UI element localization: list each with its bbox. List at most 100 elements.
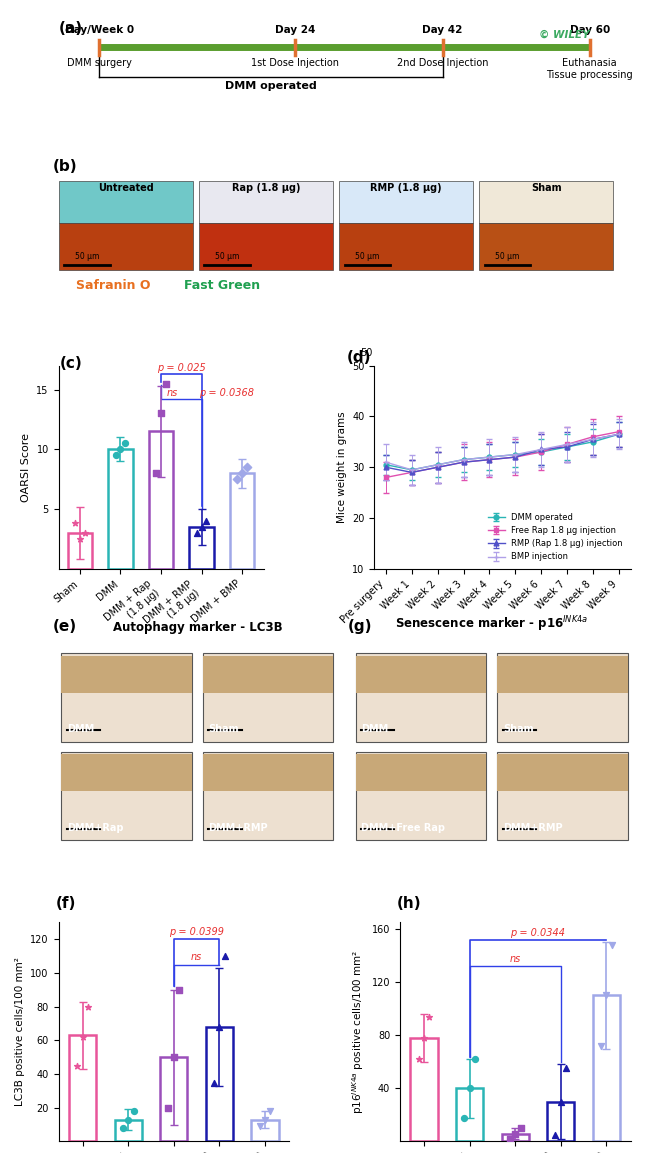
Point bbox=[202, 512, 212, 530]
Text: Senescence marker - p16$^{INK4a}$: Senescence marker - p16$^{INK4a}$ bbox=[395, 615, 588, 634]
FancyBboxPatch shape bbox=[58, 181, 193, 223]
Text: DMM operated: DMM operated bbox=[225, 81, 317, 91]
Point bbox=[510, 1124, 521, 1143]
FancyBboxPatch shape bbox=[203, 656, 333, 693]
Text: Untreated: Untreated bbox=[98, 182, 153, 193]
Point bbox=[196, 518, 207, 536]
Text: RMP (1.8 μg): RMP (1.8 μg) bbox=[370, 182, 442, 193]
Point bbox=[214, 1018, 225, 1037]
Text: DMM: DMM bbox=[361, 724, 389, 734]
Text: 50 μm: 50 μm bbox=[215, 251, 239, 261]
Point bbox=[77, 1027, 88, 1046]
FancyBboxPatch shape bbox=[497, 752, 628, 841]
FancyBboxPatch shape bbox=[356, 752, 486, 841]
FancyBboxPatch shape bbox=[339, 181, 473, 223]
Bar bbox=[456, 1088, 483, 1141]
Point bbox=[174, 981, 185, 1000]
Text: p = 0.0399: p = 0.0399 bbox=[169, 927, 224, 937]
FancyBboxPatch shape bbox=[203, 754, 333, 791]
Bar bbox=[547, 1101, 575, 1141]
Text: (c): (c) bbox=[60, 356, 83, 371]
Point bbox=[470, 1050, 480, 1069]
Point bbox=[123, 1110, 133, 1129]
Y-axis label: p16$^{INK4a}$ positive cells/100 mm²: p16$^{INK4a}$ positive cells/100 mm² bbox=[350, 950, 366, 1114]
Point bbox=[118, 1118, 128, 1137]
FancyBboxPatch shape bbox=[61, 653, 192, 741]
Text: ns: ns bbox=[510, 954, 521, 964]
FancyBboxPatch shape bbox=[199, 181, 333, 223]
Text: © WILEY: © WILEY bbox=[539, 29, 590, 39]
Text: DMM+RMP: DMM+RMP bbox=[209, 822, 268, 832]
Point bbox=[413, 1050, 424, 1069]
Point bbox=[459, 1108, 469, 1126]
Point bbox=[265, 1102, 276, 1121]
Point bbox=[156, 405, 166, 423]
FancyBboxPatch shape bbox=[479, 181, 614, 223]
Text: Autophagy marker - LC3B: Autophagy marker - LC3B bbox=[112, 620, 282, 634]
Point bbox=[115, 440, 125, 459]
FancyBboxPatch shape bbox=[199, 223, 333, 270]
Point bbox=[220, 947, 230, 965]
Point bbox=[192, 523, 202, 542]
Text: DMM+Rap: DMM+Rap bbox=[67, 822, 124, 832]
Point bbox=[561, 1060, 571, 1078]
Point bbox=[161, 375, 171, 393]
Bar bbox=[109, 450, 133, 568]
Point bbox=[242, 458, 252, 476]
Text: Sham: Sham bbox=[531, 182, 562, 193]
Text: (e): (e) bbox=[53, 619, 77, 634]
Text: (b): (b) bbox=[53, 159, 77, 174]
Point bbox=[209, 1073, 219, 1092]
FancyBboxPatch shape bbox=[58, 223, 193, 270]
Bar bbox=[230, 473, 254, 568]
Legend: DMM operated, Free Rap 1.8 μg injection, RMP (Rap 1.8 μg) injection, BMP injecti: DMM operated, Free Rap 1.8 μg injection,… bbox=[485, 510, 627, 565]
Text: Sham: Sham bbox=[209, 724, 239, 734]
Bar bbox=[502, 1133, 529, 1141]
Text: ns: ns bbox=[167, 387, 178, 398]
FancyBboxPatch shape bbox=[497, 656, 628, 693]
Text: 50 μm: 50 μm bbox=[495, 251, 520, 261]
Point bbox=[504, 1130, 515, 1148]
Point bbox=[163, 1099, 174, 1117]
Text: ns: ns bbox=[191, 952, 202, 963]
Text: Day/Week 0: Day/Week 0 bbox=[65, 25, 134, 36]
Point bbox=[601, 986, 612, 1004]
Point bbox=[151, 464, 161, 482]
FancyBboxPatch shape bbox=[61, 656, 192, 693]
Point bbox=[168, 1048, 179, 1067]
Text: Day 42: Day 42 bbox=[422, 25, 463, 36]
Y-axis label: Mice weight in grams: Mice weight in grams bbox=[337, 412, 346, 523]
FancyBboxPatch shape bbox=[203, 752, 333, 841]
Point bbox=[232, 470, 242, 489]
Text: p = 0.0344: p = 0.0344 bbox=[510, 927, 566, 937]
Text: (g): (g) bbox=[347, 619, 372, 634]
Point bbox=[419, 1028, 429, 1047]
Point bbox=[550, 1125, 560, 1144]
Bar bbox=[410, 1038, 437, 1141]
Text: 50 μm: 50 μm bbox=[355, 251, 380, 261]
FancyBboxPatch shape bbox=[203, 653, 333, 741]
FancyBboxPatch shape bbox=[61, 752, 192, 841]
Point bbox=[464, 1079, 474, 1098]
Point bbox=[606, 936, 617, 955]
Text: Safranin O: Safranin O bbox=[75, 279, 150, 293]
Text: Day 60: Day 60 bbox=[569, 25, 610, 36]
Text: (d): (d) bbox=[347, 351, 372, 366]
Text: (h): (h) bbox=[396, 896, 421, 911]
Text: 2nd Dose Injection: 2nd Dose Injection bbox=[396, 58, 488, 68]
Bar bbox=[206, 1027, 233, 1141]
Y-axis label: LC3B positive cells/100 mm²: LC3B positive cells/100 mm² bbox=[15, 957, 25, 1107]
Text: DMM+RMP: DMM+RMP bbox=[502, 822, 562, 832]
Point bbox=[237, 464, 247, 482]
Bar bbox=[69, 1035, 96, 1141]
Point bbox=[72, 1056, 83, 1075]
Text: DMM: DMM bbox=[67, 724, 94, 734]
Text: 50 μm: 50 μm bbox=[75, 251, 99, 261]
FancyBboxPatch shape bbox=[497, 653, 628, 741]
Point bbox=[515, 1118, 526, 1137]
Text: DMM+Free Rap: DMM+Free Rap bbox=[361, 822, 445, 832]
Text: p = 0.025: p = 0.025 bbox=[157, 363, 205, 372]
FancyBboxPatch shape bbox=[356, 754, 486, 791]
Point bbox=[70, 514, 81, 533]
Point bbox=[75, 530, 85, 549]
